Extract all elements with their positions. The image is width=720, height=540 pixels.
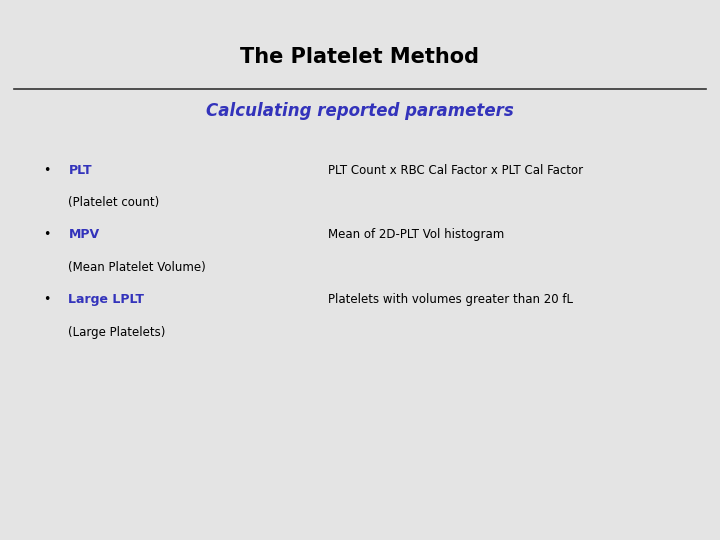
- Text: •: •: [43, 228, 50, 241]
- Text: Large LPLT: Large LPLT: [68, 293, 145, 306]
- Text: MPV: MPV: [68, 228, 99, 241]
- Text: (Large Platelets): (Large Platelets): [68, 326, 166, 339]
- Text: Platelets with volumes greater than 20 fL: Platelets with volumes greater than 20 f…: [328, 293, 572, 306]
- Text: PLT: PLT: [68, 164, 92, 177]
- Text: Mean of 2D-PLT Vol histogram: Mean of 2D-PLT Vol histogram: [328, 228, 504, 241]
- Text: •: •: [43, 164, 50, 177]
- Text: (Mean Platelet Volume): (Mean Platelet Volume): [68, 261, 206, 274]
- Text: (Platelet count): (Platelet count): [68, 196, 160, 209]
- Text: The Platelet Method: The Platelet Method: [240, 46, 480, 67]
- Text: Calculating reported parameters: Calculating reported parameters: [206, 102, 514, 120]
- Text: PLT Count x RBC Cal Factor x PLT Cal Factor: PLT Count x RBC Cal Factor x PLT Cal Fac…: [328, 164, 582, 177]
- Text: •: •: [43, 293, 50, 306]
